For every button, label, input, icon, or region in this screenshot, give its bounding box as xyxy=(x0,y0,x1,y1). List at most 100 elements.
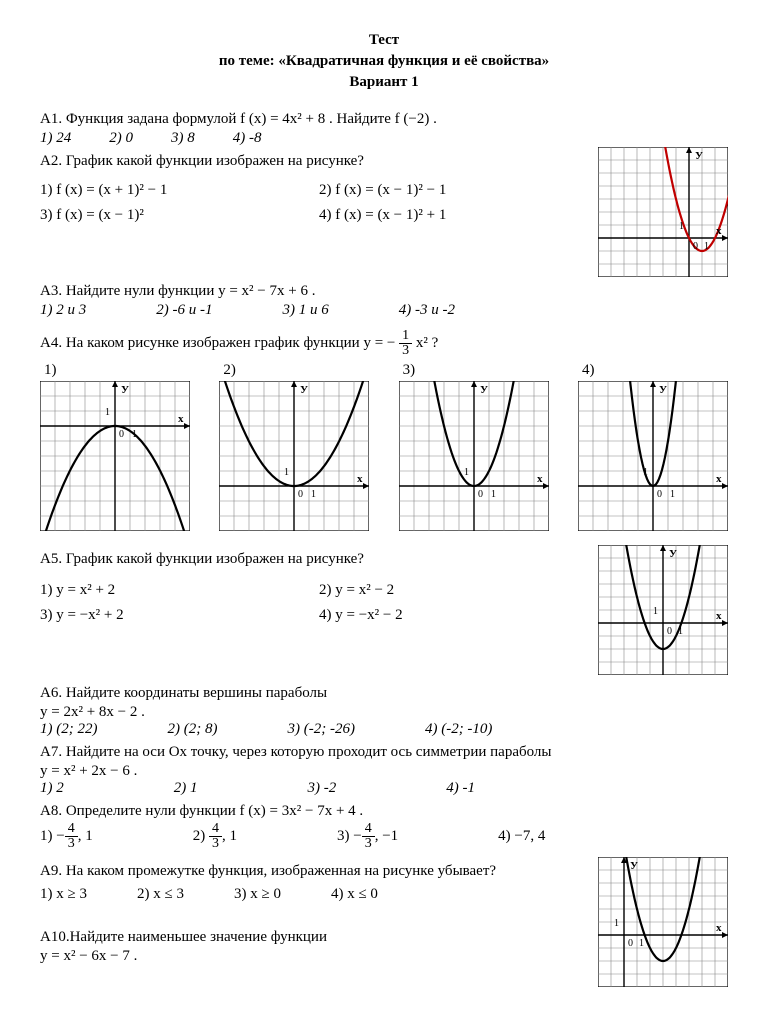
svg-text:1: 1 xyxy=(670,489,675,500)
a9-o2: 2) x ≤ 3 xyxy=(137,886,184,903)
svg-text:1: 1 xyxy=(643,467,648,478)
q-a3: А3. Найдите нули функции y = x² − 7x + 6… xyxy=(40,283,728,300)
svg-text:1: 1 xyxy=(704,241,709,252)
svg-text:У: У xyxy=(630,860,638,872)
a9-chart: 011хУ xyxy=(598,857,728,987)
svg-text:У: У xyxy=(300,384,308,396)
a1-options: 1) 24 2) 0 3) 8 4) -8 xyxy=(40,130,728,147)
a8-o3: 3) −43, −1 xyxy=(337,822,398,851)
q-a9: А9. На каком промежутке функция, изображ… xyxy=(40,863,598,880)
svg-text:1: 1 xyxy=(678,626,683,637)
svg-text:1: 1 xyxy=(491,489,496,500)
a5-chart: 01 1 х У xyxy=(598,545,728,675)
svg-text:0: 0 xyxy=(628,938,633,949)
a1-o4: 4) -8 xyxy=(233,130,262,147)
title-l2: по теме: «Квадратичная функция и её свой… xyxy=(40,51,728,72)
svg-text:х: х xyxy=(178,413,184,425)
svg-text:0: 0 xyxy=(693,241,698,252)
a2-o4: 4) f (x) = (x − 1)² + 1 xyxy=(319,207,598,224)
a3-o4: 4) -3 и -2 xyxy=(399,302,455,319)
svg-text:0: 0 xyxy=(667,626,672,637)
a5-o1: 1) y = x² + 2 xyxy=(40,582,319,599)
a5-o3: 3) y = −x² + 2 xyxy=(40,607,319,624)
a1-o1: 1) 24 xyxy=(40,130,71,147)
svg-text:1: 1 xyxy=(464,467,469,478)
a4-chart: 2)011хУ xyxy=(219,362,369,531)
svg-text:х: х xyxy=(716,473,722,485)
a2-chart: 011хУ xyxy=(598,147,728,277)
title-l1: Тест xyxy=(40,30,728,51)
title-l3: Вариант 1 xyxy=(40,72,728,93)
a4-chart: 3) 01 1 х У xyxy=(399,362,549,531)
a4-chart-label: 2) xyxy=(223,362,369,379)
svg-text:1: 1 xyxy=(639,938,644,949)
svg-text:х: х xyxy=(716,610,722,622)
a4-chart-label: 4) xyxy=(582,362,728,379)
a7-o1: 1) 2 xyxy=(40,780,64,797)
q-a6: А6. Найдите координаты вершины параболы xyxy=(40,685,728,702)
a7-options: 1) 2 2) 1 3) -2 4) -1 xyxy=(40,780,728,797)
q-a8: А8. Определите нули функции f (x) = 3x² … xyxy=(40,803,728,820)
a4-frac: 13 xyxy=(399,329,412,358)
page-title: Тест по теме: «Квадратичная функция и её… xyxy=(40,30,728,93)
q-a2: А2. График какой функции изображен на ри… xyxy=(40,153,598,170)
svg-text:У: У xyxy=(659,384,667,396)
a6-o4: 4) (-2; -10) xyxy=(425,721,492,738)
a7-o4: 4) -1 xyxy=(446,780,475,797)
a6-options: 1) (2; 22) 2) (2; 8) 3) (-2; -26) 4) (-2… xyxy=(40,721,728,738)
svg-text:х: х xyxy=(357,473,363,485)
a2-opts-r2: 3) f (x) = (x − 1)² 4) f (x) = (x − 1)² … xyxy=(40,207,598,224)
svg-text:0: 0 xyxy=(657,489,662,500)
q-a1: А1. Функция задана формулой f (x) = 4x² … xyxy=(40,111,728,128)
a5-o4: 4) y = −x² − 2 xyxy=(319,607,598,624)
svg-text:1: 1 xyxy=(284,467,289,478)
a5-o2: 2) y = x² − 2 xyxy=(319,582,598,599)
a3-o1: 1) 2 и 3 xyxy=(40,302,86,319)
q-a4: А4. На каком рисунке изображен график фу… xyxy=(40,329,728,358)
a6-o2: 2) (2; 8) xyxy=(167,721,217,738)
a9-o4: 4) x ≤ 0 xyxy=(331,886,378,903)
svg-text:х: х xyxy=(716,922,722,934)
a8-o1: 1) −43, 1 xyxy=(40,822,93,851)
svg-text:1: 1 xyxy=(105,407,110,418)
q-a10: А10.Найдите наименьшее значение функции xyxy=(40,929,598,946)
a1-o3: 3) 8 xyxy=(171,130,195,147)
svg-text:х: х xyxy=(537,473,543,485)
a6-o3: 3) (-2; -26) xyxy=(287,721,354,738)
svg-text:У: У xyxy=(669,548,677,560)
a4-chart-label: 1) xyxy=(44,362,190,379)
a6-o1: 1) (2; 22) xyxy=(40,721,97,738)
a9-o3: 3) x ≥ 0 xyxy=(234,886,281,903)
svg-text:0: 0 xyxy=(478,489,483,500)
a3-o3: 3) 1 и 6 xyxy=(283,302,329,319)
a3-options: 1) 2 и 3 2) -6 и -1 3) 1 и 6 4) -3 и -2 xyxy=(40,302,728,319)
a5-opts-r2: 3) y = −x² + 2 4) y = −x² − 2 xyxy=(40,607,598,624)
a6-f: y = 2x² + 8x − 2 . xyxy=(40,704,728,721)
a5-opts-r1: 1) y = x² + 2 2) y = x² − 2 xyxy=(40,582,598,599)
a4-chart-label: 3) xyxy=(403,362,549,379)
svg-text:У: У xyxy=(480,384,488,396)
svg-text:0: 0 xyxy=(119,429,124,440)
a4-charts-row: 1)011хУ2)011хУ3)011хУ4)011хУ xyxy=(40,362,728,531)
a9-o1: 1) x ≥ 3 xyxy=(40,886,87,903)
a3-o2: 2) -6 и -1 xyxy=(156,302,212,319)
a2-opts-r1: 1) f (x) = (x + 1)² − 1 2) f (x) = (x − … xyxy=(40,182,598,199)
a2-o2: 2) f (x) = (x − 1)² − 1 xyxy=(319,182,598,199)
a1-o2: 2) 0 xyxy=(109,130,133,147)
a2-o3: 3) f (x) = (x − 1)² xyxy=(40,207,319,224)
a10-f: y = x² − 6x − 7 . xyxy=(40,948,598,965)
a9-options: 1) x ≥ 3 2) x ≤ 3 3) x ≥ 0 4) x ≤ 0 xyxy=(40,886,598,903)
svg-text:1: 1 xyxy=(132,429,137,440)
a2-o1: 1) f (x) = (x + 1)² − 1 xyxy=(40,182,319,199)
svg-text:1: 1 xyxy=(679,221,684,232)
a4-chart: 4) 01 1 х У xyxy=(578,362,728,531)
svg-text:У: У xyxy=(695,150,703,162)
a8-o2: 2) 43, 1 xyxy=(193,822,237,851)
a7-o3: 3) -2 xyxy=(308,780,337,797)
a4-q-post: x² ? xyxy=(416,335,438,351)
q-a5: А5. График какой функции изображен на ри… xyxy=(40,551,598,568)
a7-f: y = x² + 2x − 6 . xyxy=(40,763,728,780)
svg-text:1: 1 xyxy=(653,606,658,617)
a8-options: 1) −43, 1 2) 43, 1 3) −43, −1 4) −7, 4 xyxy=(40,822,728,851)
svg-text:1: 1 xyxy=(311,489,316,500)
